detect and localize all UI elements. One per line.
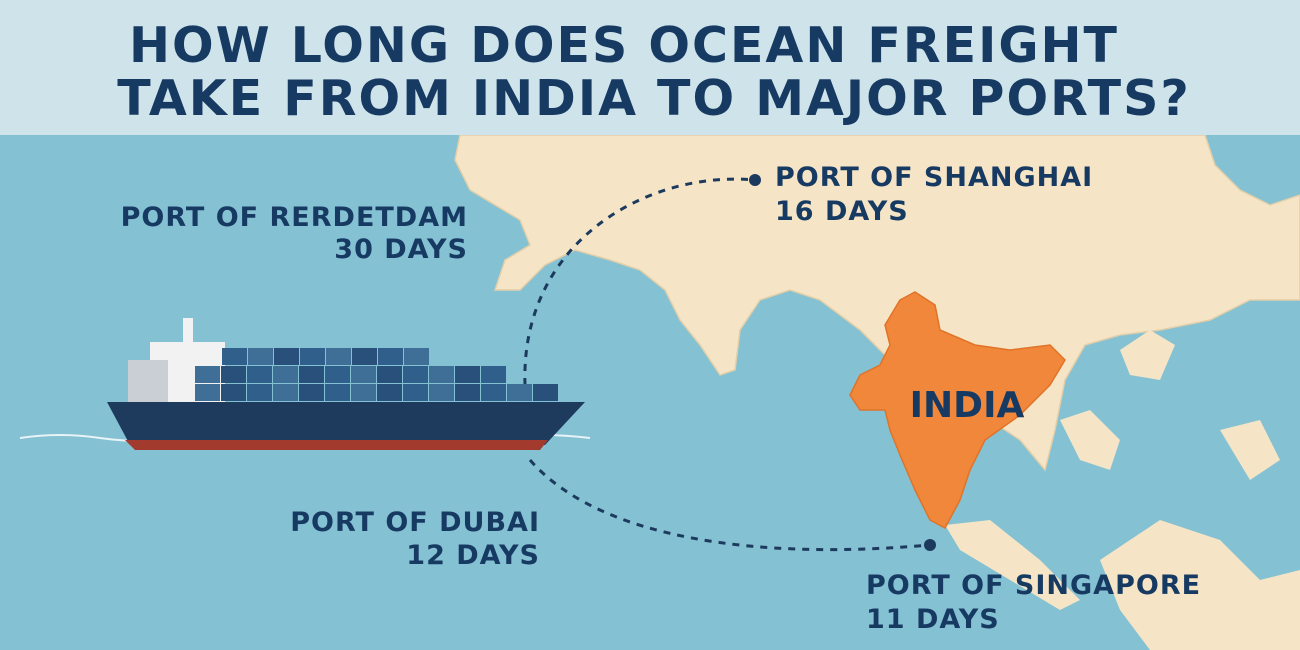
land (1200, 220, 1250, 275)
india-shape (849, 291, 1066, 530)
port-name: PORT OF DUBAI (290, 507, 540, 538)
container (221, 366, 246, 383)
container (403, 384, 428, 401)
port-duration: 16 DAYS (775, 196, 909, 227)
container (404, 348, 429, 365)
container (533, 384, 558, 401)
header (0, 0, 1300, 135)
container (481, 384, 506, 401)
container (378, 348, 403, 365)
container (299, 366, 324, 383)
ship (19, 318, 591, 450)
title-line: HOW LONG DOES OCEAN FREIGHT (129, 17, 1119, 74)
land (1060, 410, 1120, 470)
container (247, 366, 272, 383)
container (325, 366, 350, 383)
container (429, 384, 454, 401)
container (377, 384, 402, 401)
container (377, 366, 402, 383)
container (299, 384, 324, 401)
container (273, 366, 298, 383)
land (1220, 420, 1280, 480)
container (221, 384, 246, 401)
map-label: INDIA (910, 385, 1025, 426)
container (273, 384, 298, 401)
container (222, 348, 247, 365)
land (1120, 330, 1175, 380)
container (274, 348, 299, 365)
container (195, 366, 220, 383)
port-dot (749, 174, 761, 186)
port-name: PORT OF RERDETDAM (121, 202, 468, 233)
container (481, 366, 506, 383)
route (523, 177, 756, 386)
port-name: PORT OF SHANGHAI (775, 162, 1093, 193)
title-line: TAKE FROM INDIA TO MAJOR PORTS? (117, 70, 1191, 127)
container (325, 384, 350, 401)
port-duration: 12 DAYS (406, 540, 540, 571)
land (1100, 520, 1300, 650)
container (403, 366, 428, 383)
container (326, 348, 351, 365)
land (945, 520, 1080, 610)
port-name: PORT OF SINGAPORE (866, 570, 1201, 601)
container (455, 366, 480, 383)
port-duration: 30 DAYS (334, 234, 468, 265)
container (352, 348, 377, 365)
container (429, 366, 454, 383)
port-duration: 11 DAYS (866, 604, 1000, 635)
port-dot (924, 539, 936, 551)
land (1110, 285, 1175, 318)
container (507, 384, 532, 401)
container (300, 348, 325, 365)
container (248, 348, 273, 365)
container (351, 384, 376, 401)
container (195, 384, 220, 401)
route (528, 459, 931, 552)
container (351, 366, 376, 383)
container (455, 384, 480, 401)
container (247, 384, 272, 401)
land (454, 134, 1300, 472)
